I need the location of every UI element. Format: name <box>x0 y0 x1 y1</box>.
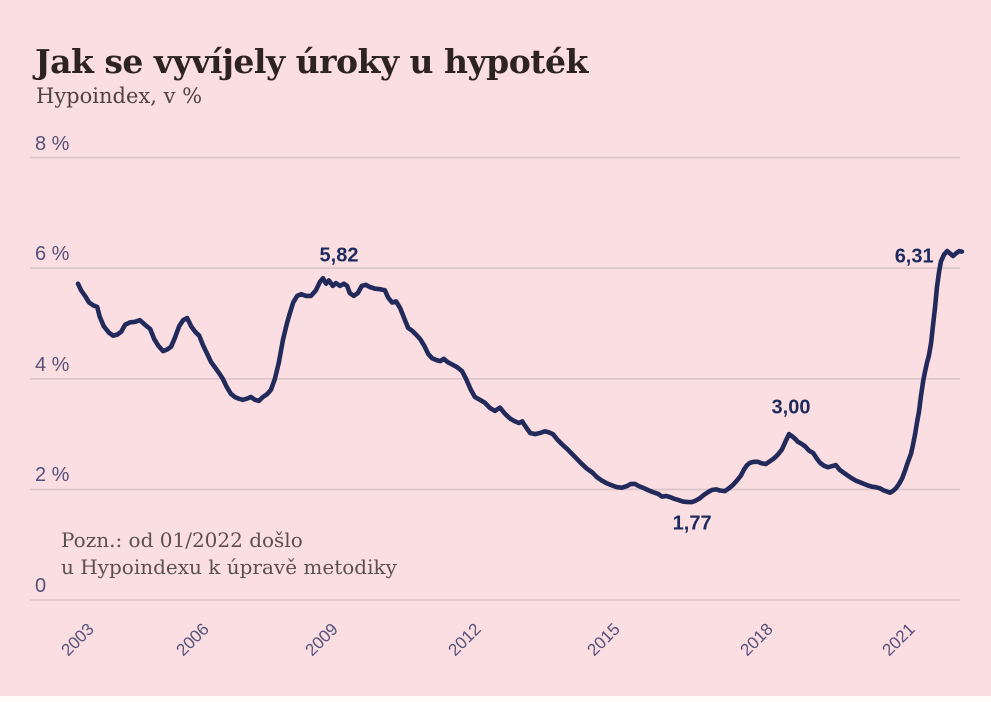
y-axis-label: 6 % <box>35 243 70 266</box>
footnote-line-1: Pozn.: od 01/2022 došlo <box>61 528 303 552</box>
footnote-line-2: u Hypoindexu k úpravě metodiky <box>61 555 397 579</box>
value-annotation: 3,00 <box>771 396 811 419</box>
y-axis-label: 8 % <box>35 132 70 155</box>
y-axis-label: 2 % <box>35 464 70 487</box>
value-annotation: 5,82 <box>319 244 359 267</box>
chart-subtitle: Hypoindex, v % <box>36 84 203 108</box>
y-axis-label: 4 % <box>35 353 70 376</box>
footer-strip <box>0 696 991 702</box>
y-axis-label: 0 <box>35 575 47 597</box>
value-annotation: 1,77 <box>672 512 712 535</box>
value-annotation: 6,31 <box>894 245 934 268</box>
hypoindex-line <box>75 248 965 505</box>
chart-footnote: Pozn.: od 01/2022 došlo u Hypoindexu k ú… <box>61 527 397 581</box>
page-title: Jak se vyvíjely úroky u hypoték <box>35 42 588 82</box>
